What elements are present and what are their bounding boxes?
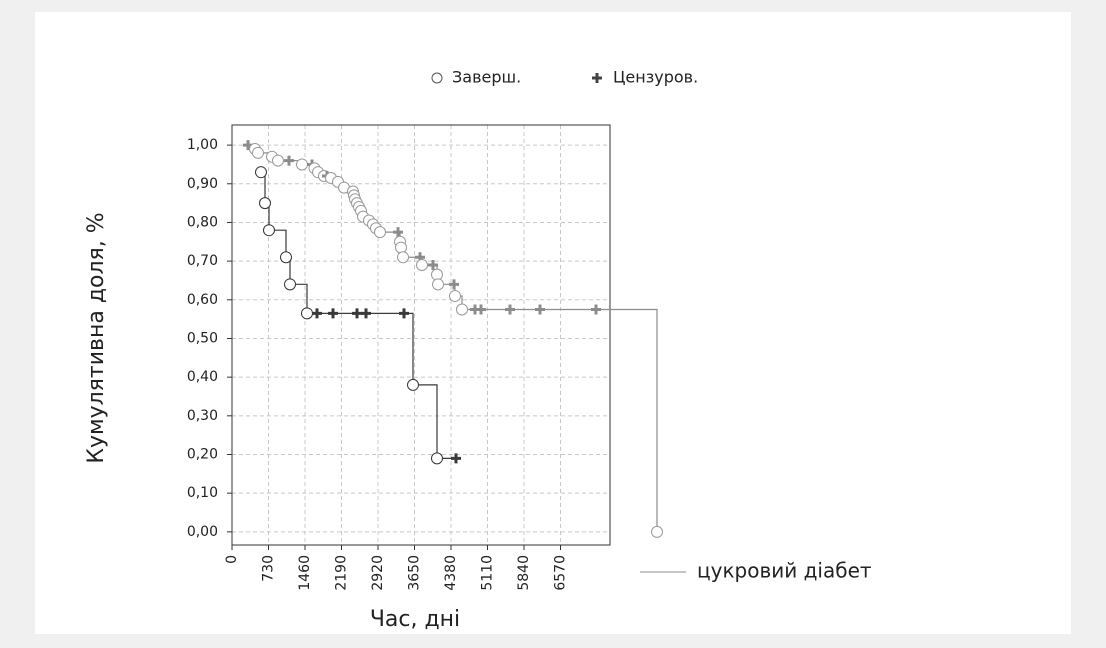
censored-mark [535, 304, 545, 315]
y-tick-label: 1,00 [187, 137, 218, 153]
legend-circle [431, 72, 443, 84]
y-tick-label: 0,80 [187, 214, 218, 230]
censored-mark [393, 227, 403, 238]
censored-mark [591, 304, 601, 315]
event-mark [397, 251, 409, 264]
legend-label: Заверш. [452, 68, 521, 87]
y-tick-label: 0,40 [187, 369, 218, 385]
y-tick-label: 0,00 [187, 524, 218, 540]
y-tick-label: 0,10 [187, 485, 218, 501]
censored-mark [328, 308, 338, 319]
censored-mark [476, 304, 486, 315]
event-mark [432, 278, 444, 291]
legend-label: Цензуров. [613, 68, 698, 87]
panel [35, 12, 1071, 634]
plot-frame [231, 124, 611, 546]
event-mark [263, 224, 275, 237]
censored-mark [451, 453, 461, 464]
event-mark [301, 307, 313, 320]
event-mark [456, 303, 468, 316]
event-mark [416, 259, 428, 271]
event-mark [255, 166, 267, 179]
x-tick-label: 730 [261, 555, 277, 582]
y-tick-label: 0,20 [187, 447, 218, 463]
x-tick-label: 2920 [370, 555, 386, 591]
event-mark [431, 452, 443, 465]
x-tick-label: 6570 [553, 555, 569, 591]
censored-mark [399, 308, 409, 319]
censored-mark [449, 279, 459, 290]
censored-mark [312, 308, 322, 319]
event-mark [280, 251, 292, 264]
y-tick-label: 0,70 [187, 253, 218, 269]
x-axis-title: Час, дні [370, 607, 460, 632]
y-axis-title: Кумулятивна доля, % [84, 212, 109, 463]
censored-mark [352, 308, 362, 319]
legend-plus [592, 73, 602, 83]
x-tick-label: 2190 [334, 555, 350, 591]
legend-label: цукровий діабет [697, 559, 872, 583]
event-mark [449, 289, 461, 302]
censored-mark [361, 308, 371, 319]
event-mark [407, 378, 419, 391]
x-tick-label: 3650 [407, 555, 423, 591]
x-tick-label: 0 [224, 555, 240, 564]
y-tick-label: 0,90 [187, 176, 218, 192]
x-tick-label: 4380 [443, 555, 459, 591]
event-mark [374, 226, 386, 239]
x-tick-label: 5840 [516, 555, 532, 591]
x-tick-label: 5110 [480, 555, 496, 591]
y-tick-label: 0,60 [187, 292, 218, 308]
event-mark [395, 241, 407, 254]
event-mark [272, 154, 284, 167]
censored-mark [505, 304, 515, 315]
censored-mark [428, 260, 438, 270]
event-mark [651, 525, 663, 538]
event-mark [284, 278, 296, 291]
x-tick-label: 1460 [297, 555, 313, 591]
event-mark [259, 197, 271, 210]
event-mark [252, 146, 264, 159]
censored-mark [284, 155, 294, 166]
y-tick-label: 0,30 [187, 408, 218, 424]
y-tick-label: 0,50 [187, 330, 218, 346]
event-mark [296, 158, 308, 171]
